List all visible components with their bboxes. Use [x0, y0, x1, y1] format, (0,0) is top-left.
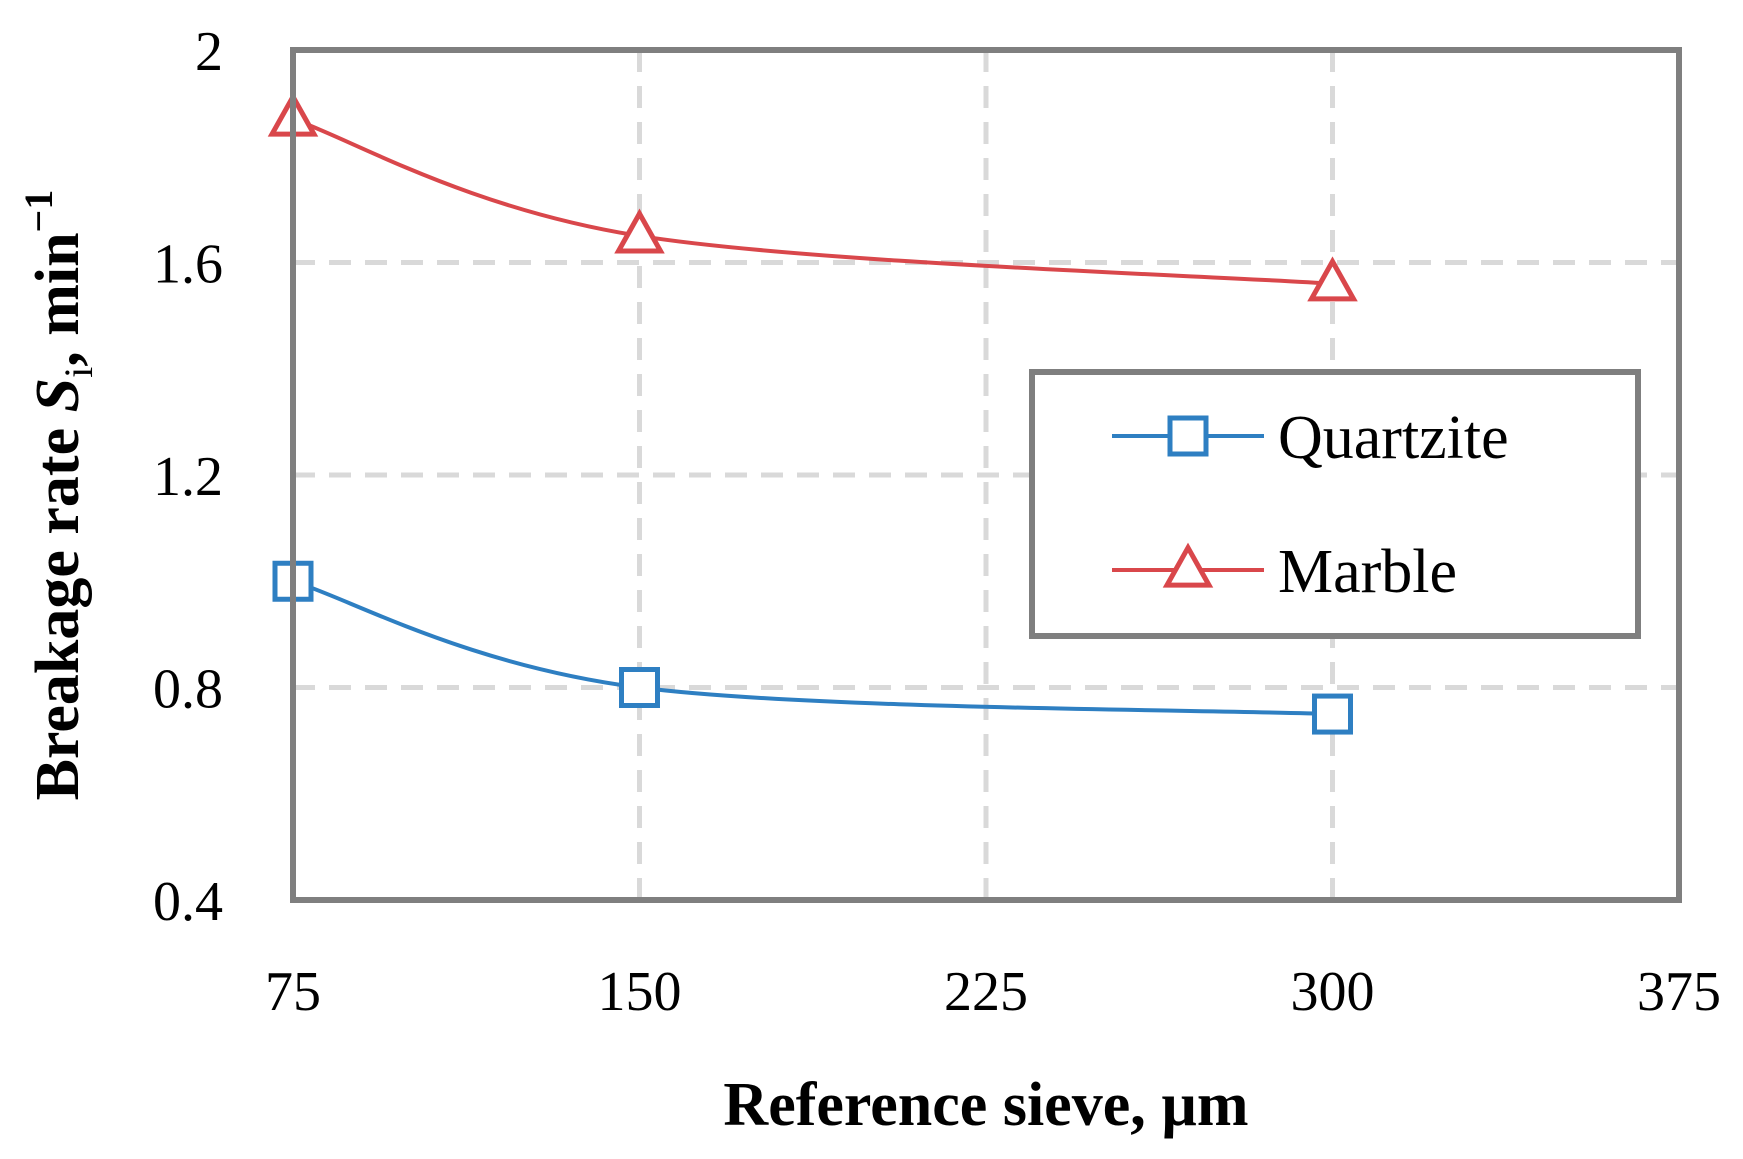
legend-marker-quartzite: [1167, 415, 1209, 457]
tick-labels: 75 150 225 300 375 0.4 0.8 1.2 1.6 2: [153, 21, 1721, 1023]
data-point-quartzite: [619, 667, 660, 708]
legend-box: [1029, 369, 1641, 639]
y-axis-title: Breakage rate Si, min−1: [16, 190, 101, 801]
y-tick-label: 1.6: [153, 234, 223, 296]
data-point-marble: [614, 208, 665, 254]
data-point-marble: [1307, 256, 1358, 302]
plot-frame: [290, 47, 1682, 903]
legend-item-quartzite: Quartzite: [1112, 404, 1509, 472]
legend: Quartzite Marble: [1029, 369, 1641, 639]
y-axis-title-suffix: , min: [24, 232, 92, 366]
data-point-quartzite: [1312, 693, 1353, 735]
series-marble: [267, 91, 1358, 302]
series-line-marble: [292, 117, 1333, 286]
legend-label-quartzite: Quartzite: [1278, 404, 1509, 472]
y-axis-title-superscript: −1: [16, 190, 61, 233]
y-tick-label: 0.8: [153, 659, 223, 721]
legend-item-marble: Marble: [1112, 538, 1457, 606]
legend-items: Quartzite Marble: [1112, 404, 1509, 606]
x-axis-title: Reference sieve, µm: [723, 1071, 1248, 1139]
y-axis-title-prefix: Breakage rate: [24, 412, 92, 800]
y-tick-label: 0.4: [153, 871, 223, 933]
y-tick-label: 1.2: [153, 446, 223, 508]
legend-label-marble: Marble: [1278, 538, 1457, 606]
y-tick-label: 2: [195, 21, 223, 83]
x-tick-label: 375: [1637, 961, 1721, 1023]
y-axis-title-symbol: S: [24, 378, 92, 412]
legend-marker-marble: [1162, 542, 1214, 588]
x-tick-label: 225: [944, 961, 1028, 1023]
x-tick-label: 300: [1291, 961, 1375, 1023]
series-line-quartzite: [292, 579, 1333, 717]
x-tick-label: 75: [265, 961, 321, 1023]
x-tick-label: 150: [598, 961, 682, 1023]
y-axis-title-subscript: i: [56, 367, 101, 378]
